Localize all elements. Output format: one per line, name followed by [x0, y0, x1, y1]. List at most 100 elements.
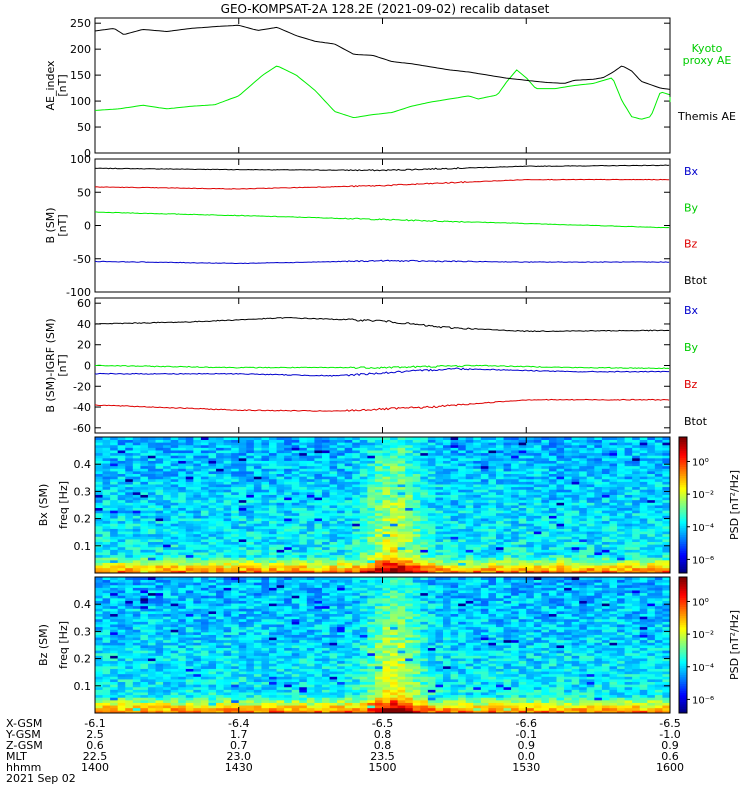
spectrogram-cell — [291, 559, 300, 563]
spectrogram-cell — [488, 442, 497, 446]
y-tick-label: 60 — [77, 297, 91, 310]
spectrogram-cell — [639, 442, 648, 446]
spectrogram-cell — [427, 512, 436, 516]
spectrogram-cell — [102, 520, 111, 524]
spectrogram-cell — [412, 450, 421, 454]
spectrogram-cell — [662, 442, 671, 446]
spectrogram-cell — [518, 565, 527, 569]
spectrogram-cell — [397, 523, 406, 527]
spectrogram-cell — [374, 536, 383, 540]
spectrogram-cell — [178, 512, 187, 516]
spectrogram-cell — [556, 442, 565, 446]
spectrogram-cell — [178, 645, 187, 649]
spectrogram-cell — [435, 528, 444, 532]
spectrogram-cell — [571, 444, 580, 448]
spectrogram-cell — [185, 660, 194, 664]
spectrogram-cell — [329, 567, 338, 571]
spectrogram-cell — [117, 531, 126, 535]
spectrogram-cell — [269, 520, 277, 524]
spectrogram-cell — [299, 554, 308, 558]
spectrogram-cell — [155, 629, 164, 633]
spectrogram-cell — [170, 447, 179, 451]
spectrogram-cell — [291, 539, 300, 543]
spectrogram-cell — [632, 491, 641, 495]
spectrogram-cell — [125, 665, 134, 669]
spectrogram-cell — [541, 523, 550, 527]
spectrogram-cell — [480, 484, 489, 488]
spectrogram-cell — [579, 512, 588, 516]
spectrogram-cell — [586, 567, 595, 571]
spectrogram-cell — [253, 486, 262, 490]
spectrogram-cell — [654, 476, 663, 480]
spectrogram-cell — [276, 505, 285, 509]
spectrogram-cell — [163, 554, 172, 558]
spectrogram-cell — [147, 554, 156, 558]
spectrogram-cell — [586, 533, 595, 537]
spectrogram-cell — [223, 494, 232, 498]
spectrogram-cell — [238, 447, 247, 451]
spectrogram-cell — [390, 491, 399, 495]
spectrogram-cell — [163, 611, 172, 615]
spectrogram-cell — [284, 437, 293, 441]
spectrogram-cell — [594, 531, 603, 535]
spectrogram-cell — [246, 559, 255, 563]
spectrogram-cell — [321, 486, 330, 490]
spectrogram-cell — [110, 520, 119, 524]
spectrogram-cell — [208, 624, 217, 628]
spectrogram-cell — [321, 541, 330, 545]
spectrogram-cell — [647, 486, 656, 490]
spectrogram-cell — [284, 491, 293, 495]
spectrogram-cell — [367, 541, 376, 545]
spectrogram-cell — [185, 650, 194, 654]
spectrogram-cell — [163, 587, 172, 591]
spectrogram-cell — [367, 468, 376, 472]
spectrogram-cell — [231, 552, 240, 556]
spectrogram-cell — [185, 533, 194, 537]
spectrogram-cell — [246, 455, 255, 459]
spectrogram-cell — [397, 562, 406, 566]
spectrogram-cell — [564, 565, 573, 569]
spectrogram-cell — [541, 512, 550, 516]
spectrogram-cell — [314, 442, 323, 446]
spectrogram-cell — [178, 702, 187, 706]
spectrogram-cell — [609, 554, 618, 558]
spectrogram-cell — [488, 531, 497, 535]
spectrogram-cell — [125, 494, 134, 498]
spectrogram-cell — [170, 460, 179, 464]
spectrogram-cell — [132, 510, 141, 514]
spectrogram-cell — [223, 457, 232, 461]
spectrogram-cell — [140, 471, 149, 475]
spectrogram-cell — [495, 473, 504, 477]
spectrogram-cell — [140, 697, 149, 701]
spectrogram-cell — [178, 549, 187, 553]
spectrogram-cell — [299, 562, 308, 566]
spectrogram-cell — [450, 562, 459, 566]
spectrogram-cell — [261, 471, 270, 475]
spectrogram-cell — [117, 546, 126, 550]
spectrogram-cell — [571, 442, 580, 446]
spectrogram-cell — [556, 457, 565, 461]
spectrogram-cell — [102, 525, 111, 529]
spectrogram-cell — [450, 539, 459, 543]
spectrogram-cell — [95, 518, 103, 522]
spectrogram-cell — [518, 520, 527, 524]
spectrogram-cell — [193, 559, 202, 563]
spectrogram-cell — [246, 549, 255, 553]
spectrogram-cell — [352, 552, 361, 556]
spectrogram-cell — [231, 549, 240, 553]
spectrogram-cell — [306, 510, 315, 514]
spectrogram-cell — [329, 450, 338, 454]
spectrogram-cell — [132, 686, 141, 690]
spectrogram-cell — [624, 463, 633, 467]
spectrogram-cell — [147, 595, 156, 599]
spectrogram-cell — [533, 510, 542, 514]
spectrogram-cell — [427, 518, 436, 522]
spectrogram-cell — [473, 525, 482, 529]
spectrogram-cell — [170, 562, 179, 566]
spectrogram-cell — [185, 471, 194, 475]
spectrogram-cell — [359, 525, 368, 529]
spectrogram-cell — [647, 481, 656, 485]
spectrogram-cell — [102, 570, 111, 574]
spectrogram-cell — [412, 525, 421, 529]
spectrogram-cell — [458, 539, 467, 543]
